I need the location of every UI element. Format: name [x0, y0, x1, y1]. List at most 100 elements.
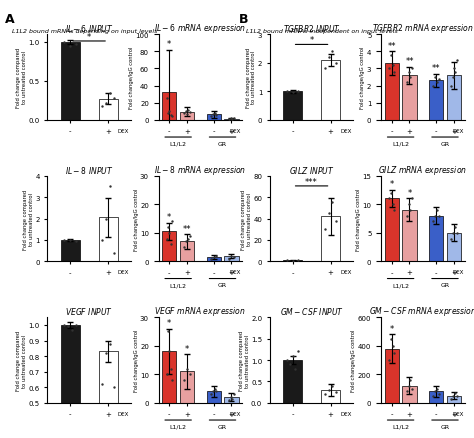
Text: L1L2 bound mRNAs depending on input levels: L1L2 bound mRNAs depending on input leve… [12, 28, 157, 33]
Point [405, 201, 412, 208]
Bar [99, 352, 118, 438]
Text: **: ** [183, 224, 191, 233]
Text: DEX: DEX [340, 270, 351, 275]
Point [433, 207, 441, 214]
Point [289, 89, 296, 96]
Point [321, 391, 328, 398]
Point [292, 365, 299, 372]
Point [227, 115, 234, 122]
Text: *: * [185, 344, 189, 353]
Point [409, 385, 416, 392]
Point [389, 201, 396, 208]
Y-axis label: Fold change/IgG control: Fold change/IgG control [134, 188, 138, 250]
Text: **: ** [405, 57, 414, 66]
Point [66, 237, 74, 244]
Point [332, 218, 340, 225]
Point [106, 340, 114, 347]
Y-axis label: Fold change compared
to untreated control: Fold change compared to untreated contro… [241, 189, 252, 249]
Point [163, 96, 171, 103]
Bar [224, 257, 238, 262]
Point [321, 226, 328, 233]
Bar [384, 199, 399, 262]
Text: B: B [239, 13, 249, 26]
Y-axis label: Fold change compared
to untreated control: Fold change compared to untreated contro… [16, 48, 27, 108]
Point [61, 39, 68, 46]
Point [289, 353, 296, 360]
Point [389, 62, 396, 69]
Point [163, 371, 171, 378]
Bar [447, 396, 461, 403]
Point [210, 254, 218, 261]
Text: ***: *** [305, 177, 318, 187]
Point [294, 257, 302, 264]
Text: DEX: DEX [118, 129, 129, 134]
Point [102, 350, 110, 357]
Point [183, 111, 191, 118]
Bar [402, 76, 417, 120]
Point [64, 323, 72, 330]
Point [165, 348, 173, 355]
Text: *: * [407, 188, 411, 198]
Text: GR: GR [218, 424, 227, 429]
Bar [447, 233, 461, 262]
Point [207, 113, 215, 120]
Y-axis label: Fold change/IgG control: Fold change/IgG control [356, 188, 361, 250]
Bar [283, 92, 302, 120]
Bar [61, 43, 80, 120]
Text: *: * [167, 40, 172, 49]
Point [66, 43, 74, 50]
Point [451, 69, 459, 76]
Point [212, 388, 220, 395]
Point [225, 255, 233, 262]
Text: *: * [167, 318, 172, 327]
Point [212, 112, 220, 119]
Point [450, 66, 458, 73]
Text: *: * [390, 180, 394, 189]
Y-axis label: Fold change/IgG control: Fold change/IgG control [361, 46, 365, 109]
Point [110, 250, 118, 257]
Bar [384, 349, 399, 403]
Bar [180, 113, 194, 120]
Point [102, 215, 110, 223]
Point [325, 387, 332, 394]
Point [391, 207, 398, 214]
Point [181, 377, 188, 384]
Text: L1/L2: L1/L2 [392, 141, 409, 146]
Text: DEX: DEX [118, 411, 129, 416]
Bar [402, 386, 417, 403]
Point [186, 110, 193, 117]
Point [167, 241, 174, 248]
Point [328, 49, 336, 56]
Point [325, 54, 332, 61]
Title: $\it{IL-8}$ $\it{INPUT}$: $\it{IL-8}$ $\it{INPUT}$ [65, 164, 113, 176]
Point [403, 79, 410, 86]
Point [228, 116, 236, 123]
Point [435, 391, 443, 398]
Point [407, 74, 414, 81]
Bar [429, 216, 443, 262]
Bar [207, 258, 221, 262]
Point [207, 255, 215, 262]
Title: $\it{GILZ}$ $\it{INPUT}$: $\it{GILZ}$ $\it{INPUT}$ [289, 164, 334, 176]
Point [405, 69, 412, 76]
Point [431, 388, 439, 395]
Point [294, 88, 302, 95]
Text: DEX: DEX [340, 411, 351, 416]
Point [183, 365, 191, 372]
Point [225, 396, 233, 403]
Point [435, 76, 443, 83]
Bar [384, 64, 399, 120]
Text: DEX: DEX [340, 129, 351, 134]
Point [181, 244, 188, 251]
Point [451, 224, 458, 231]
Point [391, 350, 398, 357]
Y-axis label: Fold change/IgG control: Fold change/IgG control [352, 329, 356, 392]
Title: $\it{IL-6}$ $\it{mRNA}$ $\it{expression}$: $\it{IL-6}$ $\it{mRNA}$ $\it{expression}… [155, 22, 246, 35]
Title: $\it{GILZ}$ $\it{mRNA}$ $\it{expression}$: $\it{GILZ}$ $\it{mRNA}$ $\it{expression}… [378, 163, 467, 176]
Title: $\it{IL-8}$ $\it{mRNA}$ $\it{expression}$: $\it{IL-8}$ $\it{mRNA}$ $\it{expression}… [155, 163, 246, 176]
Point [72, 238, 80, 245]
Point [211, 110, 219, 117]
Point [167, 112, 174, 119]
Point [435, 212, 443, 219]
Point [387, 190, 395, 197]
